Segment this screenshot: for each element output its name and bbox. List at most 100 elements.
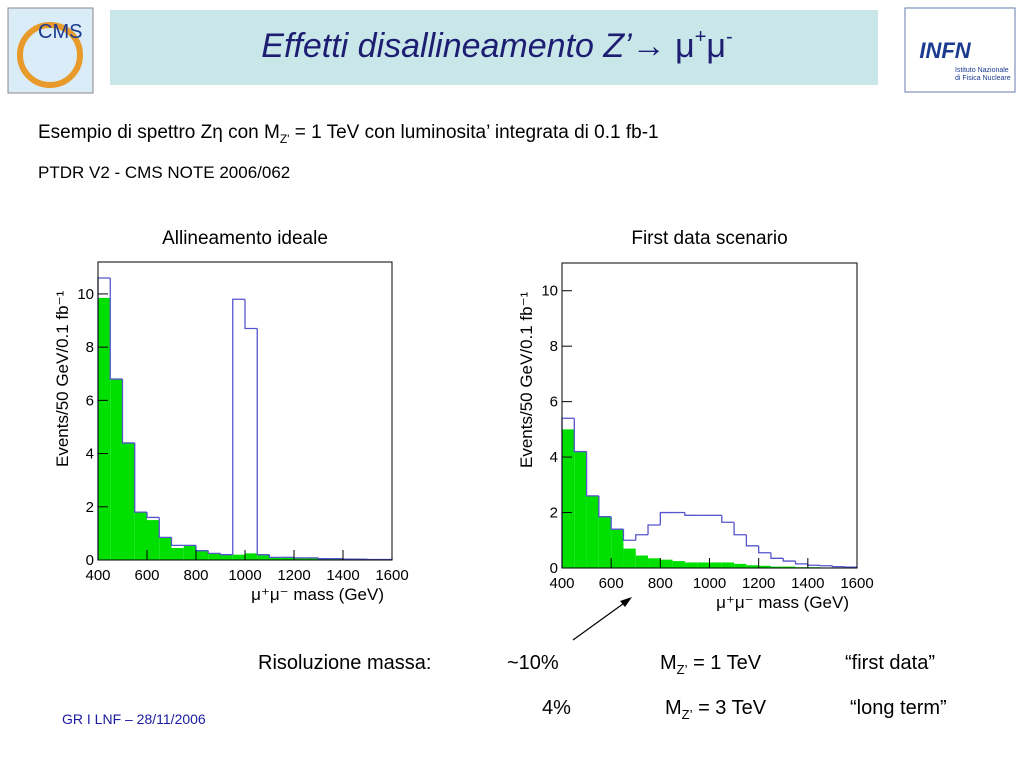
hist-step [342,558,356,560]
y-axis-label: Events/50 GeV/0.1 fb⁻¹ [53,290,72,467]
hist-bar [697,562,710,568]
title-sup: + [695,26,707,48]
x-tick-label: 1600 [375,567,408,584]
hist-bar [232,554,245,560]
hist-bar [598,516,612,568]
hist-step [219,553,233,556]
hist-bar [330,558,343,560]
hist-bar [758,565,771,568]
y-tick-label: 0 [86,552,94,569]
infn-logo [904,7,1016,93]
hist-step [121,379,135,444]
hist-step [659,511,673,526]
hist-bar [783,566,796,568]
y-tick-label: 0 [550,560,558,577]
y-tick-label: 6 [86,392,94,409]
hist-bar [171,548,184,560]
hist-bar [159,537,172,560]
x-axis-label: μ⁺μ⁻ mass (GeV) [251,585,384,604]
y-tick-label: 6 [550,394,558,411]
hist-step [268,554,282,558]
hist-bar [281,557,294,560]
hist-bar [574,451,587,568]
hist-bar [294,557,307,560]
hist-bar [562,429,575,568]
hist-bar [196,550,209,560]
hist-bar [208,553,221,560]
hist-bar [746,565,759,568]
hist-step [598,495,612,518]
hist-step [146,512,160,519]
hist-bar [257,554,270,560]
mass-sub: Z’ [677,662,688,677]
hist-step [207,550,221,554]
hist-bar [709,562,722,568]
hist-bar [220,554,233,560]
y-tick-label: 8 [550,338,558,355]
x-tick-label: 600 [599,575,624,592]
chart-title: First data scenario [631,228,787,249]
arrow [572,600,628,641]
hist-step [232,298,245,555]
title-text: Effetti disallineamento Z’→ [261,27,675,65]
hist-bar [623,548,636,568]
hist-step [807,563,821,566]
hist-step [195,545,209,552]
x-tick-label: 800 [183,567,208,584]
hist-step [585,451,599,497]
y-tick-label: 8 [86,339,94,356]
hist-step [293,557,307,559]
hist-bar [183,545,196,560]
title-sup: - [726,26,733,48]
mass-m: M [665,697,682,719]
resolution-label: Risoluzione massa: [258,652,431,674]
hist-bar [586,495,599,568]
mass-sub: Z’ [682,707,693,722]
y-tick-label: 10 [541,283,558,300]
hist-bar [770,566,784,568]
hist-bar [660,559,673,568]
arrow-head [620,597,632,607]
cms-logo-ring [17,22,83,88]
resolution-note: “long term” [850,697,947,719]
x-tick-label: 1400 [791,575,824,592]
title-box [110,10,878,85]
x-tick-label: 400 [549,575,574,592]
hist-bar [245,553,258,560]
chart-title: Allineamento ideale [162,228,328,249]
cms-logo-text: CMS [38,21,82,43]
intro-line: Esempio di spettro Zη con MZ' = 1 TeV co… [38,122,659,146]
intro-text: = 1 TeV con luminosita’ integrata di 0.1… [289,122,658,143]
hist-step [109,277,123,380]
x-tick-label: 1400 [326,567,359,584]
x-tick-label: 400 [85,567,110,584]
hist-step [819,565,833,567]
hist-step [794,561,808,565]
hist-step [134,442,147,513]
hist-step [170,537,184,547]
hist-bar [318,558,331,560]
slide-title: Effetti disallineamento Z’→ μ+μ- [261,26,732,65]
hist-step [733,522,747,536]
y-axis-label: Events/50 GeV/0.1 fb⁻¹ [517,291,536,468]
mass-eq: = 1 TeV [688,652,762,674]
x-tick-label: 1200 [742,575,775,592]
hist-step [770,552,784,559]
hist-step [635,534,649,541]
x-tick-label: 1600 [840,575,873,592]
resolution-pct: 4% [542,697,571,719]
hist-step [647,524,661,535]
infn-logo-sub: Istituto Nazionale [955,67,1009,74]
hist-step [745,534,759,547]
resolution-note: “first data” [845,652,935,674]
hist-step [721,515,735,523]
hist-bar [734,563,747,568]
hist-step [573,418,587,453]
hist-bar [648,558,661,568]
mass-eq: = 3 TeV [693,697,767,719]
hist-step [831,565,845,568]
title-mu: μ [706,27,726,65]
hist-step [317,557,331,560]
x-axis-label: μ⁺μ⁻ mass (GeV) [716,593,849,612]
hist-bar [635,555,649,568]
